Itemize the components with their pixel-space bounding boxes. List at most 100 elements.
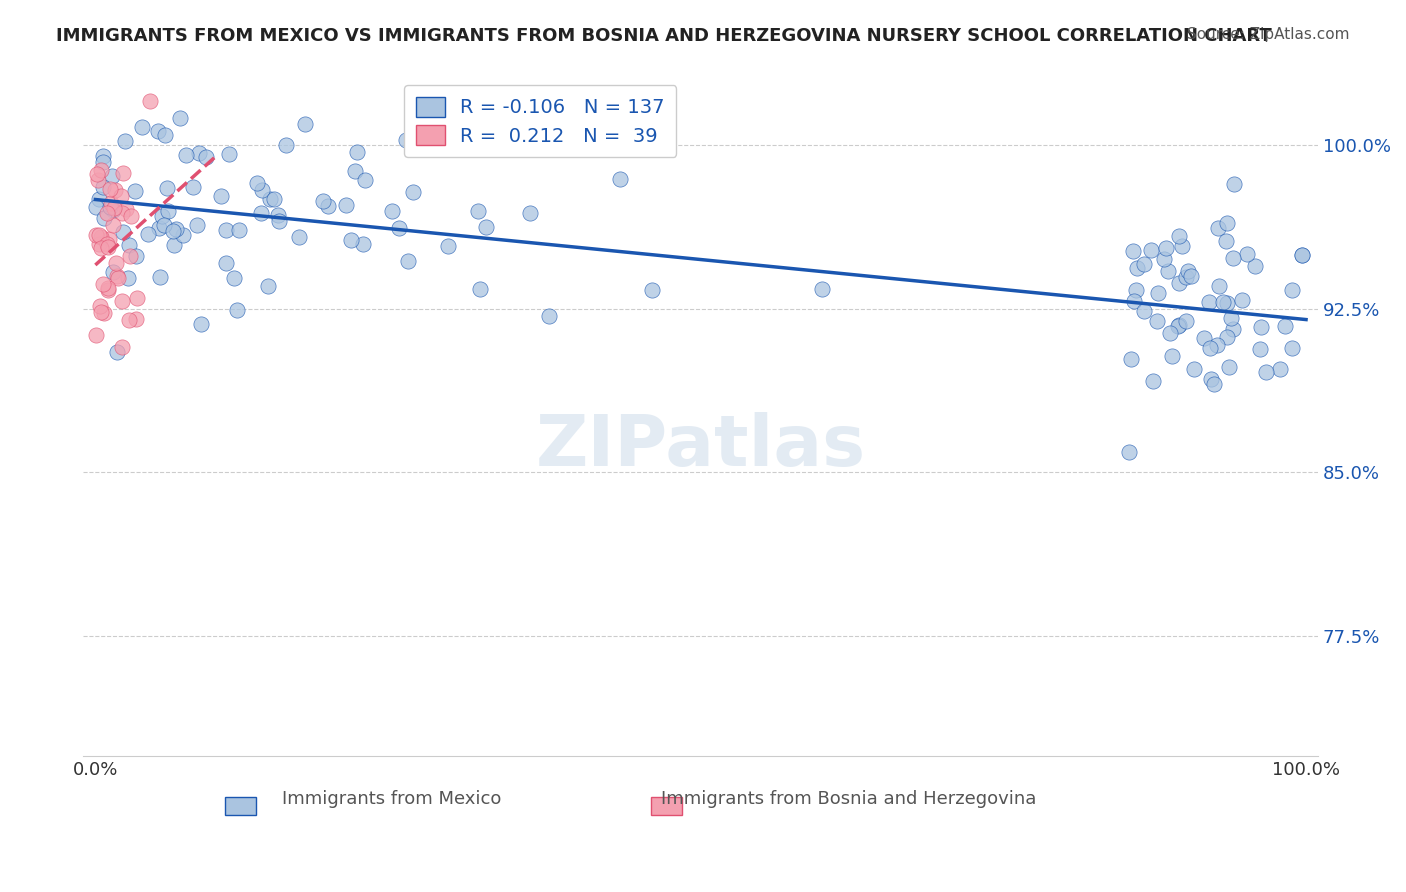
Point xyxy=(312,194,335,208)
Point xyxy=(1168,277,1191,291)
Point xyxy=(163,237,186,252)
Point xyxy=(146,124,169,138)
Point xyxy=(90,241,112,255)
Point xyxy=(294,117,316,131)
Point xyxy=(96,206,118,220)
Point xyxy=(1204,376,1226,391)
Point xyxy=(405,101,427,115)
Point xyxy=(195,150,218,164)
Point xyxy=(187,145,209,160)
Point xyxy=(111,293,134,308)
Point xyxy=(1236,247,1258,261)
Point xyxy=(1223,177,1246,191)
Point xyxy=(101,265,124,279)
Point xyxy=(1159,326,1181,341)
Point xyxy=(97,283,120,297)
Point xyxy=(1199,371,1222,385)
Point xyxy=(228,223,250,237)
Point xyxy=(1291,248,1313,262)
Point xyxy=(153,218,176,232)
Point xyxy=(1268,361,1291,376)
Point xyxy=(1281,341,1303,355)
Point xyxy=(810,282,832,296)
Point xyxy=(111,341,134,355)
Point xyxy=(538,309,561,323)
Point xyxy=(1121,352,1143,367)
Point xyxy=(316,199,339,213)
Legend: R = -0.106   N = 137, R =  0.212   N =  39: R = -0.106 N = 137, R = 0.212 N = 39 xyxy=(404,85,676,157)
Point xyxy=(335,197,357,211)
Point xyxy=(1250,320,1272,334)
Point xyxy=(1168,318,1191,332)
Point xyxy=(470,282,492,296)
Point xyxy=(124,249,146,263)
Text: Immigrants from Mexico: Immigrants from Mexico xyxy=(283,790,502,808)
Point xyxy=(169,112,191,126)
Point xyxy=(1175,269,1198,284)
Point xyxy=(388,221,411,235)
Point xyxy=(1133,303,1156,318)
Point xyxy=(1206,220,1229,235)
Point xyxy=(114,134,136,148)
Point xyxy=(1222,321,1244,335)
FancyBboxPatch shape xyxy=(225,797,256,814)
Point xyxy=(98,182,121,196)
Point xyxy=(162,224,184,238)
Point xyxy=(149,269,172,284)
Point xyxy=(105,269,128,284)
Point xyxy=(1180,268,1202,283)
Point xyxy=(1244,259,1267,273)
Point xyxy=(1142,375,1164,389)
Point xyxy=(1194,330,1216,344)
Point xyxy=(256,279,278,293)
Point xyxy=(90,162,112,177)
Point xyxy=(1198,341,1220,355)
Point xyxy=(136,227,159,241)
Point xyxy=(346,145,368,159)
Point xyxy=(352,237,374,252)
Point xyxy=(354,172,377,186)
Point xyxy=(118,249,141,263)
Point xyxy=(1157,264,1180,278)
Point xyxy=(1177,263,1199,277)
Point xyxy=(104,183,127,197)
Point xyxy=(1167,228,1189,243)
Point xyxy=(131,120,153,135)
Point xyxy=(1212,295,1234,310)
Point xyxy=(89,299,111,313)
Point xyxy=(519,206,541,220)
Point xyxy=(1182,362,1205,376)
Point xyxy=(1222,251,1244,265)
Point xyxy=(1274,318,1296,333)
Point xyxy=(118,238,141,252)
Point xyxy=(112,166,135,180)
Point xyxy=(1216,216,1239,230)
Point xyxy=(1291,247,1313,261)
Point xyxy=(174,148,197,162)
Point xyxy=(402,185,425,199)
Point xyxy=(249,206,271,220)
Point xyxy=(101,203,124,218)
Point xyxy=(90,229,112,244)
Point xyxy=(215,223,238,237)
Point xyxy=(91,277,114,291)
Point xyxy=(1161,349,1184,363)
Point xyxy=(1153,252,1175,266)
Point xyxy=(1122,244,1144,258)
Point xyxy=(112,225,135,239)
Point xyxy=(111,205,134,219)
Point xyxy=(186,219,208,233)
Point xyxy=(226,302,249,317)
Point xyxy=(124,185,146,199)
Point xyxy=(218,146,240,161)
Point xyxy=(467,204,489,219)
Point xyxy=(115,202,138,216)
Point xyxy=(117,270,139,285)
Point xyxy=(89,192,111,206)
Point xyxy=(1216,330,1239,344)
Point xyxy=(395,133,418,147)
Point xyxy=(97,280,120,294)
Point xyxy=(437,239,460,253)
Point xyxy=(263,192,285,206)
Point xyxy=(1198,295,1220,310)
